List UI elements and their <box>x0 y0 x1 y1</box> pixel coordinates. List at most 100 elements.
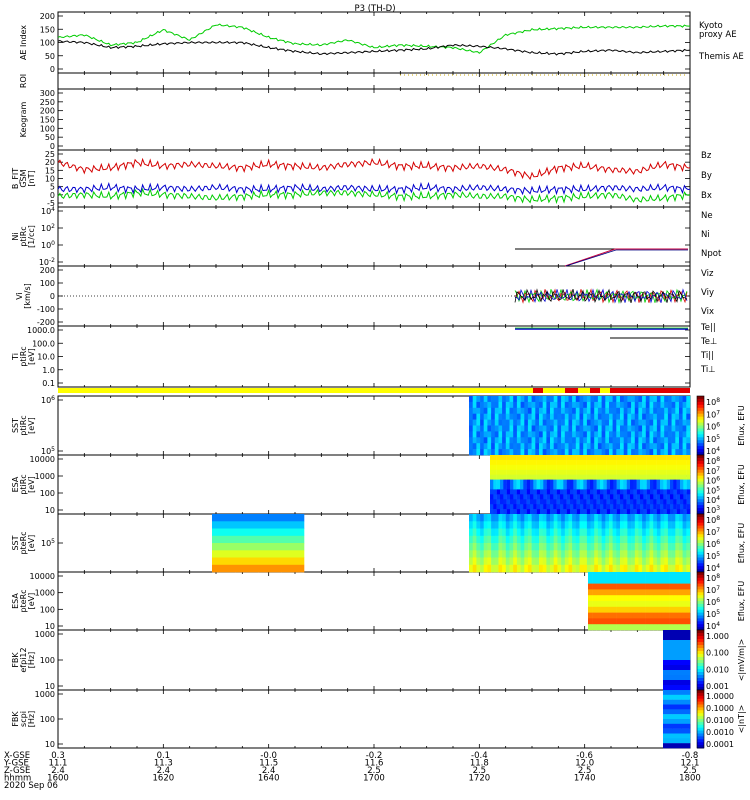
y-tick-label: 106 <box>41 395 55 405</box>
colorbar-tick: 104 <box>706 563 720 573</box>
x-tick-label: 2.5 <box>578 766 592 776</box>
y-axis-label: [nT] <box>27 170 36 186</box>
y-tick-label: 10 <box>45 506 55 515</box>
y-tick-label: 1000 <box>35 472 55 481</box>
x-tick-label: 1800 <box>679 774 701 784</box>
x-tick-label: -0.4 <box>471 751 488 761</box>
colorbar-tick: 0.0001 <box>706 740 734 749</box>
colorbar-tick: 108 <box>706 456 720 466</box>
legend-bz: Bz <box>701 151 712 161</box>
x-tick-label: -0.6 <box>576 751 593 761</box>
y-tick-label: 1000 <box>35 690 55 699</box>
panel-frame-fbk1 <box>57 629 691 691</box>
colorbar-tick: 1.0000 <box>706 692 734 701</box>
y-tick-label: 300 <box>40 89 55 98</box>
colorbar-tick: 108 <box>706 397 720 407</box>
y-tick-label: 102 <box>41 223 55 233</box>
y-tick-label: 104 <box>41 206 55 216</box>
y-tick-label: 0.1 <box>42 379 55 388</box>
colorbar-tick: 0.0100 <box>706 716 734 725</box>
x-tick-label: -0.2 <box>366 751 383 761</box>
y-axis-label: ESA <box>11 476 20 492</box>
y-axis-label: ptiRc <box>19 226 28 246</box>
x-axis-row-label: Y-GSE <box>3 759 29 769</box>
legend-ni: Ni <box>701 230 710 240</box>
y-tick-label: 0 <box>50 142 55 151</box>
legend-vix: Vix <box>701 307 714 317</box>
legend-viy: Viy <box>701 288 714 298</box>
y-tick-label: 100 <box>40 124 55 133</box>
y-tick-label: 250 <box>40 98 55 107</box>
y-tick-label: 50 <box>45 133 55 142</box>
y-tick-label: -200 <box>37 318 55 327</box>
chart-title: P3 (TH-D) <box>354 4 395 14</box>
colorbar-label: Eflux, EFU <box>737 464 746 505</box>
x-axis-row-label: X-GSE <box>4 751 30 761</box>
colorbar-tick: 103 <box>706 505 720 515</box>
y-axis-label: [eV] <box>27 593 36 610</box>
y-tick-label: 5 <box>50 183 55 192</box>
legend-bx: Bx <box>701 191 712 201</box>
y-axis-label: [1/cc] <box>27 225 36 248</box>
legend-ne: Ne <box>701 211 713 221</box>
x-tick-label: 2.5 <box>683 766 697 776</box>
panel-frame-keogram <box>57 88 691 151</box>
series-themis-ae <box>57 39 691 56</box>
legend-t: Ti|| <box>700 351 714 361</box>
legend-kyoto: Kyoto <box>699 21 723 31</box>
y-tick-label: 10 <box>45 622 55 631</box>
x-tick-label: 11.6 <box>365 759 384 769</box>
x-tick-label: 1720 <box>469 774 491 784</box>
colorbar-tick: 105 <box>706 485 720 495</box>
colorbar-label: Eflux, EFU <box>737 581 746 622</box>
y-axis-label: FBK <box>11 711 20 727</box>
x-tick-label: 1620 <box>153 774 175 784</box>
y-tick-label: 10.0 <box>37 353 55 362</box>
panel-frame-ae <box>57 11 691 74</box>
x-tick-label: 0.3 <box>51 751 65 761</box>
y-tick-label: 200 <box>40 107 55 116</box>
x-tick-label: 11.5 <box>259 759 278 769</box>
colorbar-tick: 105 <box>706 551 720 561</box>
y-tick-label: 200 <box>40 12 55 21</box>
y-tick-label: 20 <box>45 158 55 167</box>
colorbar-tick: 0.1000 <box>706 704 734 713</box>
y-tick-label: 150 <box>40 116 55 125</box>
colorbar-tick: 104 <box>706 495 720 505</box>
colorbar-label: Eflux, EFU <box>737 523 746 564</box>
x-tick-label: 1700 <box>363 774 385 784</box>
x-tick-label: 12.0 <box>575 759 594 769</box>
x-tick-label: 2.5 <box>367 766 381 776</box>
y-tick-label: 1000 <box>35 589 55 598</box>
x-tick-label: 1740 <box>574 774 596 784</box>
y-tick-label: 25 <box>45 150 55 159</box>
colorbar-tick: 1.000 <box>706 632 729 641</box>
y-tick-label: 10 <box>45 175 55 184</box>
colorbar-label: Eflux, EFU <box>737 405 746 446</box>
x-tick-label: 0.1 <box>157 751 171 761</box>
y-tick-label: 105 <box>41 446 55 456</box>
series-bz <box>57 157 691 181</box>
y-tick-label: 0 <box>50 191 55 200</box>
x-tick-label: 2.5 <box>473 766 487 776</box>
y-tick-label: 10000 <box>30 572 55 581</box>
y-axis-label: Keogram <box>19 101 28 137</box>
y-axis-label: FBK <box>11 652 20 668</box>
y-tick-label: 50 <box>45 52 55 61</box>
y-tick-label: -100 <box>37 305 55 314</box>
y-axis-label: SST <box>11 418 20 433</box>
legend-t: Te|| <box>700 323 716 333</box>
y-axis-label: AE Index <box>19 25 28 60</box>
legend-by: By <box>701 171 712 181</box>
y-axis-label: GSM <box>19 169 28 187</box>
y-tick-label: 10 <box>45 682 55 691</box>
y-axis-label: ESA <box>11 593 20 609</box>
y-tick-label: 100 <box>40 39 55 48</box>
y-axis-label: pteRc <box>19 531 28 554</box>
y-tick-label: 100.0 <box>32 339 55 348</box>
colorbar-tick: 107 <box>706 527 720 537</box>
panel-frame-ni <box>57 206 691 267</box>
colorbar-tick: 104 <box>706 446 720 456</box>
colorbar-tick: 0.010 <box>706 665 729 674</box>
y-tick-label: 15 <box>45 166 55 175</box>
